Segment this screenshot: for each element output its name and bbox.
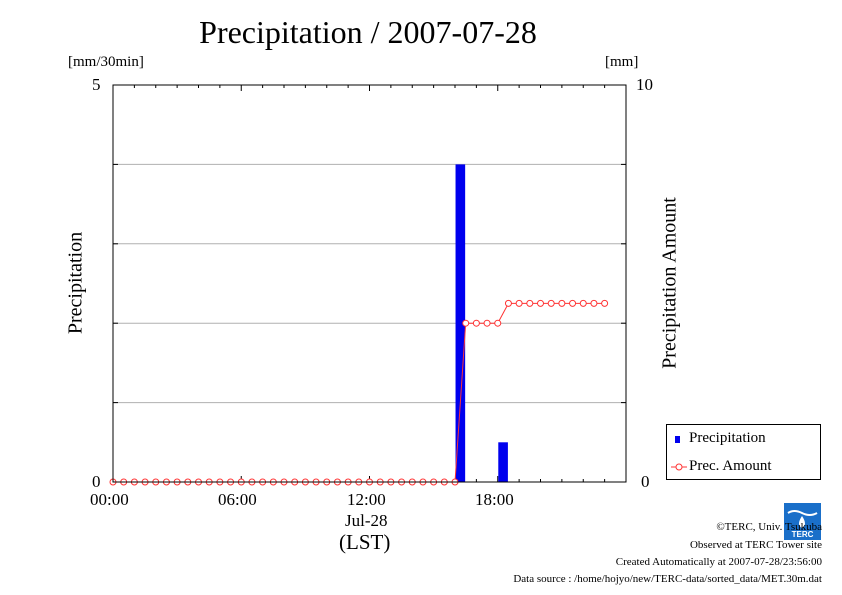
x-date-label: Jul-28 xyxy=(345,511,388,530)
x-tick-1800: 18:00 xyxy=(475,490,514,509)
legend-amount-label: Prec. Amount xyxy=(689,458,772,474)
amount-point xyxy=(483,319,491,327)
legend: Precipitation Prec. Amount xyxy=(666,424,821,480)
precip-bar xyxy=(498,442,508,482)
amount-point xyxy=(462,319,470,327)
right-axis-label: Precipitation Amount xyxy=(658,197,681,369)
amount-point xyxy=(472,319,480,327)
left-tick-max: 5 xyxy=(92,75,101,94)
amount-point xyxy=(537,299,544,307)
credit-created: Created Automatically at 2007-07-28/23:5… xyxy=(615,556,822,568)
x-tick-1200: 12:00 xyxy=(347,490,386,509)
credit-observed: Observed at TERC Tower site xyxy=(689,539,822,551)
legend-precip-label: Precipitation xyxy=(689,430,766,446)
amount-point xyxy=(515,299,523,307)
amount-point xyxy=(590,299,598,307)
right-unit-label: [mm] xyxy=(605,54,639,70)
right-tick-max: 10 xyxy=(636,75,653,94)
amount-point xyxy=(504,299,512,307)
terc-logo: TERC xyxy=(784,503,821,540)
legend-marker-swatch xyxy=(675,463,683,471)
credit-source: Data source : /home/hojyo/new/TERC-data/… xyxy=(513,573,822,585)
credit-copyright: ©TERC, Univ. Tsukuba xyxy=(716,521,822,533)
amount-line xyxy=(113,302,605,483)
left-tick-min: 0 xyxy=(92,472,101,491)
x-timezone-label: (LST) xyxy=(339,530,391,554)
plot-frame xyxy=(112,84,627,483)
amount-point xyxy=(569,299,577,307)
amount-point xyxy=(494,319,502,327)
amount-point xyxy=(526,299,534,307)
svg-text:TERC: TERC xyxy=(792,530,814,539)
precip-bar xyxy=(455,164,466,482)
x-tick-0000: 00:00 xyxy=(90,490,129,509)
amount-point xyxy=(579,299,587,307)
chart-title: Precipitation / 2007-07-28 xyxy=(199,14,537,50)
x-tick-0600: 06:00 xyxy=(218,490,257,509)
amount-point xyxy=(547,299,555,307)
left-unit-label: [mm/30min] xyxy=(68,54,144,70)
amount-point xyxy=(558,299,566,307)
left-axis-label: Precipitation xyxy=(64,231,87,335)
amount-point xyxy=(601,299,609,307)
legend-bar-swatch xyxy=(675,436,680,443)
right-tick-min: 0 xyxy=(641,472,650,491)
